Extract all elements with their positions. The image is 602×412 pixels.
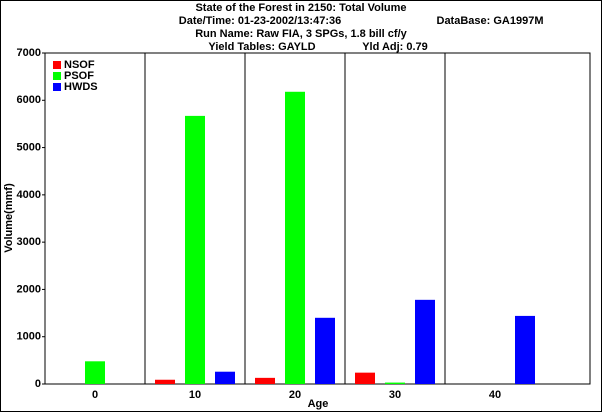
bar — [355, 372, 375, 384]
bar — [215, 371, 235, 384]
info-text: Run Name: Raw FIA, 3 SPGs, 1.8 bill cf/y — [195, 28, 407, 40]
bar — [155, 379, 175, 384]
y-tick-label: 1000 — [17, 331, 41, 343]
bar — [185, 115, 205, 384]
bar — [285, 91, 305, 384]
legend-swatch — [53, 83, 61, 91]
legend-swatch — [53, 72, 61, 80]
legend-label: HWDS — [64, 81, 98, 93]
bar — [415, 299, 435, 384]
bar — [515, 315, 535, 384]
y-tick-label: 6000 — [17, 94, 41, 106]
bar — [85, 361, 105, 384]
y-tick-label: 0 — [35, 378, 41, 390]
x-tick-label: 40 — [489, 389, 501, 401]
bar — [255, 377, 275, 384]
y-tick-label: 5000 — [17, 141, 41, 153]
x-tick-label: 10 — [189, 389, 201, 401]
legend-swatch — [53, 61, 61, 69]
chart-title: State of the Forest in 2150: Total Volum… — [195, 2, 406, 14]
y-tick-label: 7000 — [17, 47, 41, 59]
y-tick-label: 2000 — [17, 283, 41, 295]
legend-label: NSOF — [64, 59, 95, 71]
info-text: Yield Tables: GAYLD — [208, 41, 315, 53]
x-tick-label: 0 — [92, 389, 98, 401]
info-text: DataBase: GA1997M — [437, 15, 544, 27]
x-tick-label: 30 — [389, 389, 401, 401]
info-text: Date/Time: 01-23-2002/13:47:36 — [179, 15, 341, 27]
y-tick-label: 3000 — [17, 236, 41, 248]
y-tick-label: 4000 — [17, 189, 41, 201]
x-axis-label: Age — [308, 398, 329, 410]
legend-label: PSOF — [64, 70, 94, 82]
y-axis-label: Volume(mmf) — [3, 183, 15, 253]
bar — [315, 317, 335, 384]
info-text: Yld Adj: 0.79 — [362, 41, 428, 53]
x-tick-label: 20 — [289, 389, 301, 401]
bar — [385, 382, 405, 384]
